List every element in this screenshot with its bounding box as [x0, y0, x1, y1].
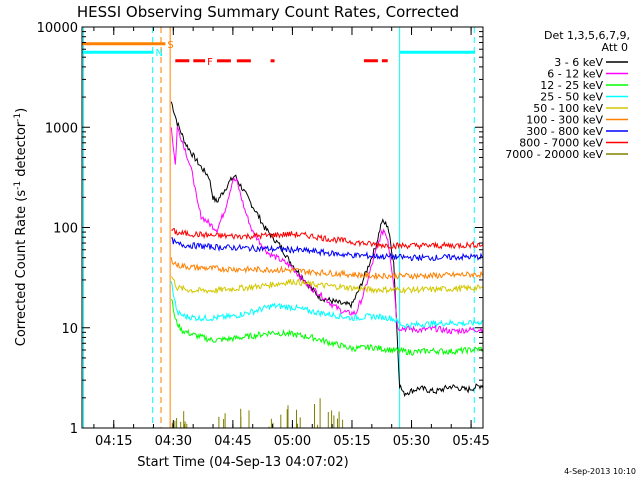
series-line-4: [170, 276, 484, 295]
chart-title: HESSI Observing Summary Count Rates, Cor…: [77, 3, 459, 21]
legend-label-0: 3 - 6 keV: [554, 56, 603, 69]
series-line-6: [171, 237, 483, 262]
x-tick-label-6: 05:45: [452, 434, 489, 449]
x-axis-label: Start Time (04-Sep-13 04:07:02): [137, 455, 348, 470]
legend-label-8: 7000 - 20000 keV: [505, 148, 603, 161]
y-axis-label-exponent-1: -1: [13, 181, 23, 190]
legend-label-7: 800 - 7000 keV: [519, 137, 603, 150]
date-stamp: 4-Sep-2013 10:10: [564, 467, 636, 476]
status-bar-label-1: N: [155, 48, 162, 59]
x-tick-label-5: 05:30: [393, 434, 430, 449]
y-tick-label-2: 100: [53, 222, 78, 237]
plot-area: SN F: [82, 27, 484, 428]
series-line-7: [171, 228, 484, 251]
y-axis-label-exponent-2: -1: [13, 113, 23, 122]
legend-label-3: 25 - 50 keV: [540, 91, 603, 104]
series-line-3: [170, 281, 484, 330]
y-tick-label-3: 10: [61, 322, 78, 337]
y-axis-label-middle: detector: [14, 121, 29, 181]
x-tick-label-1: 04:30: [155, 434, 192, 449]
series-line-0: [170, 101, 484, 398]
x-tick-label-4: 05:15: [333, 434, 370, 449]
plot-frame: [81, 26, 484, 429]
legend-label-4: 50 - 100 keV: [533, 102, 603, 115]
series-line-5: [170, 257, 484, 281]
legend-header-detectors: Det 1,3,5,6,7,9,: [544, 29, 630, 42]
y-tick-label-1: 1000: [45, 121, 78, 136]
y-axis-label-end: ): [14, 108, 29, 113]
y-tick-label-0: 10000: [37, 21, 78, 36]
legend-label-1: 6 - 12 keV: [547, 68, 603, 81]
x-tick-label-3: 05:00: [274, 434, 311, 449]
series-line-1: [170, 126, 484, 336]
legend-label-6: 300 - 800 keV: [526, 125, 603, 138]
y-tick-label-4: 1: [70, 422, 78, 437]
x-tick-label-0: 04:15: [95, 434, 132, 449]
y-axis-label-main: Corrected Count Rate (s: [14, 190, 29, 347]
series-line-8: [171, 398, 344, 428]
x-tick-label-2: 04:45: [214, 434, 251, 449]
y-axis-label: Corrected Count Rate (s-1 detector-1): [13, 108, 29, 346]
status-bar-label-0: S: [167, 40, 173, 51]
legend-header-attenuator: Att 0: [602, 41, 628, 54]
legend-label-5: 100 - 300 keV: [526, 114, 603, 127]
series-line-2: [170, 298, 484, 356]
x-axis: 04:15 04:30 04:45 05:00 05:15 05:30 05:45: [93, 27, 490, 449]
legend-label-2: 12 - 25 keV: [540, 79, 603, 92]
status-bar-label-3: F: [207, 57, 213, 68]
y-axis: 10000 1000 100 10 1: [37, 21, 483, 437]
